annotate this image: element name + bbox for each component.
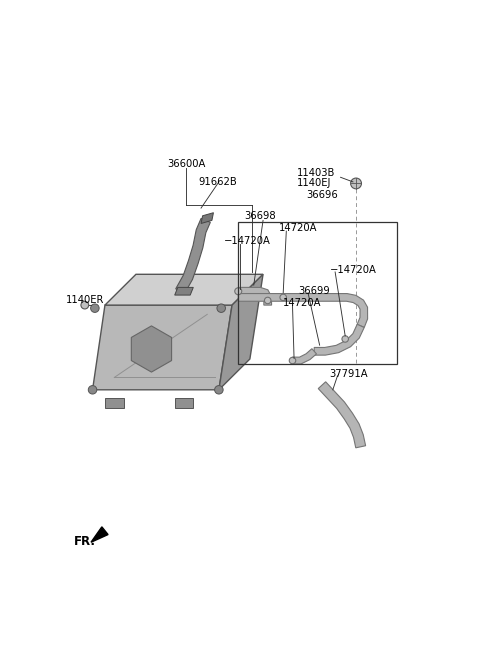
Polygon shape xyxy=(238,287,272,305)
Text: 36698: 36698 xyxy=(244,211,276,221)
Polygon shape xyxy=(292,349,316,364)
Polygon shape xyxy=(314,324,364,355)
Circle shape xyxy=(342,336,348,342)
Text: 14720A: 14720A xyxy=(278,223,317,233)
Text: 37791A: 37791A xyxy=(330,369,368,379)
Polygon shape xyxy=(105,274,263,305)
Text: 14720A: 14720A xyxy=(283,298,322,308)
Polygon shape xyxy=(201,213,214,224)
Polygon shape xyxy=(93,305,232,390)
Text: 1140EJ: 1140EJ xyxy=(296,178,331,188)
Circle shape xyxy=(215,386,223,394)
Text: 36600A: 36600A xyxy=(167,159,205,169)
Polygon shape xyxy=(176,218,210,294)
Bar xyxy=(238,222,397,364)
Polygon shape xyxy=(219,274,263,390)
Circle shape xyxy=(280,294,287,300)
Circle shape xyxy=(264,297,271,304)
Circle shape xyxy=(91,304,99,312)
Bar xyxy=(175,398,193,408)
Polygon shape xyxy=(91,527,108,543)
Polygon shape xyxy=(132,326,171,372)
Circle shape xyxy=(350,178,361,189)
Text: 11403B: 11403B xyxy=(296,168,335,178)
Text: FR.: FR. xyxy=(74,535,96,548)
Polygon shape xyxy=(238,293,368,327)
Circle shape xyxy=(88,386,97,394)
Text: 36696: 36696 xyxy=(306,190,338,200)
Bar xyxy=(105,398,123,408)
Text: −14720A: −14720A xyxy=(330,264,377,275)
Circle shape xyxy=(235,288,242,295)
Polygon shape xyxy=(175,287,193,295)
Text: 1140ER: 1140ER xyxy=(66,295,105,306)
Circle shape xyxy=(217,304,226,312)
Circle shape xyxy=(81,301,89,309)
Circle shape xyxy=(289,358,296,364)
Text: 91662B: 91662B xyxy=(198,177,237,187)
Text: −14720A: −14720A xyxy=(224,236,271,246)
Text: 36699: 36699 xyxy=(299,286,330,297)
Polygon shape xyxy=(318,382,366,448)
